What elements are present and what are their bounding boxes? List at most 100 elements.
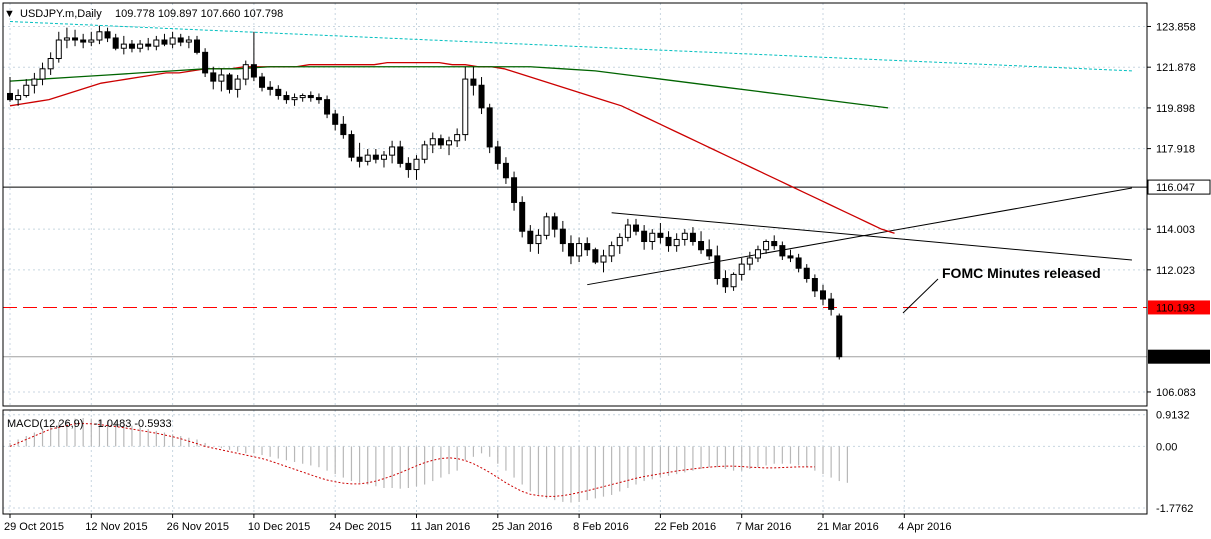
macd-label: MACD(12,26,9) xyxy=(7,418,83,430)
candle-body xyxy=(39,68,46,80)
candle-body xyxy=(128,43,135,49)
candle-body xyxy=(738,263,745,275)
candle-body xyxy=(112,37,119,49)
macd-y-tick-label: -1.7762 xyxy=(1156,503,1193,515)
x-tick-label: 8 Feb 2016 xyxy=(573,521,629,533)
candle-body xyxy=(437,138,444,146)
x-tick-label: 4 Apr 2016 xyxy=(898,521,951,533)
candle-body xyxy=(421,144,428,160)
symbol-label: USDJPY.m,Daily xyxy=(20,8,102,20)
y-tick-label: 123.858 xyxy=(1156,21,1196,33)
ma-slow-line xyxy=(9,66,889,109)
candle-body xyxy=(315,97,322,101)
candle-body xyxy=(55,39,62,60)
candle-body xyxy=(185,39,192,43)
candle-body xyxy=(722,278,729,288)
price-mark-box xyxy=(1148,349,1210,364)
candle-body xyxy=(811,278,818,292)
price-panel-frame xyxy=(2,2,1148,407)
candle-body xyxy=(673,238,680,247)
candle-body xyxy=(689,232,696,243)
candle-body xyxy=(641,230,648,243)
ma-fast-line xyxy=(9,61,895,234)
candle-body xyxy=(137,43,144,49)
trendline xyxy=(587,187,1133,286)
candle-body xyxy=(576,243,583,257)
candle-body xyxy=(397,146,404,164)
candle-body xyxy=(120,43,127,49)
candle-body xyxy=(446,140,453,146)
candle-body xyxy=(153,39,160,47)
candle-body xyxy=(47,58,54,70)
candle-body xyxy=(828,298,835,310)
candle-body xyxy=(551,216,558,230)
candle-body xyxy=(177,37,184,43)
candle-body xyxy=(372,154,379,160)
symbol-menu-arrow-icon[interactable]: ▼ xyxy=(4,8,15,20)
y-tick-label: 106.083 xyxy=(1156,387,1196,399)
candle-body xyxy=(624,224,631,238)
candle-body xyxy=(559,228,566,245)
candle-body xyxy=(478,84,485,109)
candle-body xyxy=(23,84,30,97)
candle-body xyxy=(364,154,371,162)
price-lines xyxy=(3,21,1147,358)
candle-body xyxy=(787,255,794,259)
x-tick-label: 7 Mar 2016 xyxy=(736,521,792,533)
macd-values: -1.0483 -0.5933 xyxy=(94,418,172,430)
macd-signal-line xyxy=(9,423,815,497)
candle-body xyxy=(413,158,420,171)
candle-body xyxy=(63,37,70,41)
candle-body xyxy=(242,64,249,80)
y-tick-label: 119.898 xyxy=(1156,103,1195,115)
candle-body xyxy=(291,97,298,101)
candle-body xyxy=(145,43,152,47)
x-tick-label: 12 Nov 2015 xyxy=(85,521,147,533)
price-mark-label: 116.047 xyxy=(1156,182,1195,194)
candle-body xyxy=(267,86,274,90)
candle-body xyxy=(665,236,672,247)
candle-body xyxy=(226,74,233,90)
candle-body xyxy=(657,232,664,238)
candle-body xyxy=(730,273,737,288)
candle-body xyxy=(519,201,526,232)
candle-body xyxy=(494,146,501,164)
candle-body xyxy=(283,95,290,101)
candle-body xyxy=(486,107,493,148)
candle-body xyxy=(161,39,168,45)
candle-body xyxy=(649,232,656,243)
candle-body xyxy=(803,267,810,280)
candle-body xyxy=(836,315,843,358)
candle-body xyxy=(543,216,550,236)
candle-body xyxy=(356,156,363,162)
macd-y-tick-label: 0.9132 xyxy=(1156,410,1190,422)
candle-body xyxy=(795,257,802,269)
candle-body xyxy=(340,123,347,136)
candle-body xyxy=(31,78,38,86)
candle-body xyxy=(307,95,314,99)
candle-body xyxy=(462,78,469,136)
macd-y-tick-label: 0.00 xyxy=(1156,441,1177,453)
candle-body xyxy=(389,146,396,156)
candle-body xyxy=(250,64,257,78)
candle-body xyxy=(193,39,200,53)
candle-body xyxy=(706,249,713,257)
candle-body xyxy=(202,51,209,74)
candle-body xyxy=(210,72,217,82)
candle-body xyxy=(633,224,640,232)
candle-body xyxy=(527,230,534,245)
candle-body xyxy=(324,99,331,115)
candle-body xyxy=(608,245,615,257)
macd-panel-frame xyxy=(2,409,1148,515)
candle-body xyxy=(714,255,721,280)
candle-body xyxy=(592,249,599,263)
candle-body xyxy=(820,290,826,300)
candle-body xyxy=(616,236,623,247)
x-tick-label: 22 Feb 2016 xyxy=(654,521,716,533)
candle-body xyxy=(754,249,761,259)
candle-body xyxy=(454,134,461,142)
ohlc-values: 109.778 109.897 107.660 107.798 xyxy=(115,8,283,20)
x-tick-label: 11 Jan 2016 xyxy=(411,521,471,533)
candle-body xyxy=(429,138,436,146)
